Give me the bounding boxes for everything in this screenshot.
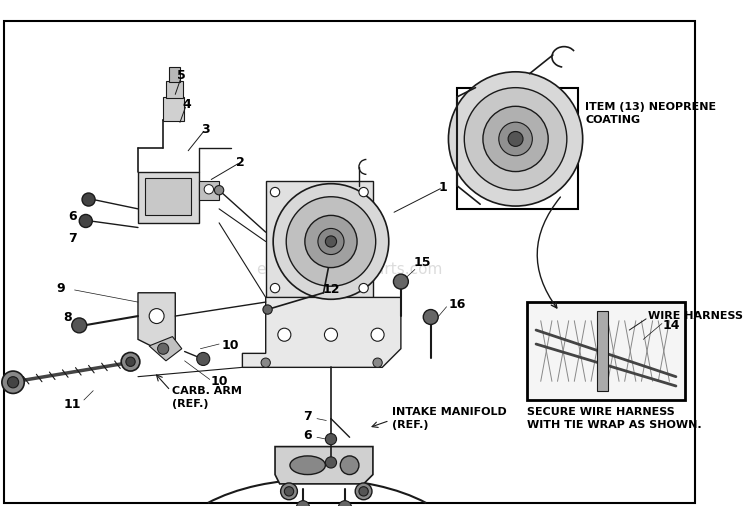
Ellipse shape [290, 456, 326, 475]
Circle shape [263, 305, 272, 314]
Text: 10: 10 [221, 340, 239, 353]
Circle shape [394, 274, 408, 289]
Bar [166, 81, 183, 98]
Circle shape [464, 88, 567, 190]
Text: SECURE WIRE HARNESS: SECURE WIRE HARNESS [526, 408, 674, 418]
Bar [457, 88, 578, 209]
Text: 10: 10 [210, 375, 228, 388]
Bar [199, 181, 219, 200]
Text: 7: 7 [68, 232, 77, 245]
Text: 1: 1 [439, 181, 447, 194]
Circle shape [373, 358, 382, 367]
Text: 5: 5 [178, 69, 186, 82]
Circle shape [338, 500, 352, 514]
Text: 11: 11 [64, 398, 82, 411]
Circle shape [359, 283, 368, 293]
Circle shape [270, 283, 280, 293]
Text: INTAKE MANIFOLD: INTAKE MANIFOLD [392, 408, 506, 418]
Polygon shape [242, 298, 401, 367]
Circle shape [359, 188, 368, 196]
Bar [526, 302, 686, 400]
Bar [266, 181, 373, 302]
Text: 15: 15 [413, 256, 431, 268]
Circle shape [214, 185, 223, 195]
Circle shape [318, 228, 344, 255]
Text: 14: 14 [662, 319, 680, 332]
Circle shape [278, 328, 291, 341]
Circle shape [273, 184, 388, 299]
Polygon shape [275, 446, 373, 484]
Text: 2: 2 [236, 156, 245, 169]
Circle shape [508, 132, 523, 146]
Circle shape [304, 215, 357, 268]
Text: ITEM (13) NEOPRENE: ITEM (13) NEOPRENE [586, 102, 716, 112]
Circle shape [499, 122, 532, 156]
Circle shape [359, 487, 368, 496]
Circle shape [2, 371, 24, 394]
Circle shape [326, 236, 337, 247]
Circle shape [82, 193, 95, 206]
Ellipse shape [340, 456, 359, 475]
Circle shape [280, 483, 298, 500]
Circle shape [72, 318, 87, 333]
Text: WIRE HARNESS: WIRE HARNESS [648, 311, 743, 321]
Polygon shape [138, 293, 176, 348]
Bar [145, 178, 191, 215]
Circle shape [204, 184, 214, 194]
Circle shape [8, 377, 19, 388]
Text: 7: 7 [303, 410, 312, 423]
Bar [169, 67, 180, 82]
Circle shape [371, 328, 384, 341]
Circle shape [423, 310, 438, 324]
Circle shape [196, 353, 210, 365]
Circle shape [325, 328, 338, 341]
Circle shape [326, 457, 337, 468]
Text: WITH TIE WRAP AS SHOWN.: WITH TIE WRAP AS SHOWN. [526, 420, 701, 431]
Text: COATING: COATING [586, 115, 640, 125]
Circle shape [483, 106, 548, 171]
Bar [597, 311, 608, 391]
Text: eReplacementParts.com: eReplacementParts.com [256, 262, 442, 277]
Circle shape [261, 358, 270, 367]
Text: (REF.): (REF.) [172, 399, 209, 409]
Circle shape [80, 214, 92, 227]
Text: 3: 3 [201, 123, 209, 136]
Circle shape [158, 343, 169, 354]
Circle shape [356, 483, 372, 500]
Polygon shape [149, 336, 182, 361]
Text: 8: 8 [63, 311, 71, 324]
Bar [138, 171, 199, 223]
Bar [164, 97, 184, 121]
Text: 4: 4 [182, 98, 190, 111]
Circle shape [286, 196, 376, 286]
Circle shape [126, 357, 135, 366]
Circle shape [122, 353, 140, 371]
Circle shape [448, 72, 583, 206]
Text: 9: 9 [56, 281, 65, 294]
Text: CARB. ARM: CARB. ARM [172, 386, 242, 396]
Circle shape [284, 487, 294, 496]
Text: 16: 16 [448, 298, 466, 311]
Circle shape [149, 309, 164, 323]
Circle shape [296, 500, 310, 514]
Text: (REF.): (REF.) [392, 420, 428, 431]
Circle shape [270, 188, 280, 196]
Text: 6: 6 [303, 429, 312, 442]
Text: 6: 6 [68, 210, 77, 223]
Circle shape [326, 433, 337, 445]
Text: 12: 12 [322, 283, 340, 297]
